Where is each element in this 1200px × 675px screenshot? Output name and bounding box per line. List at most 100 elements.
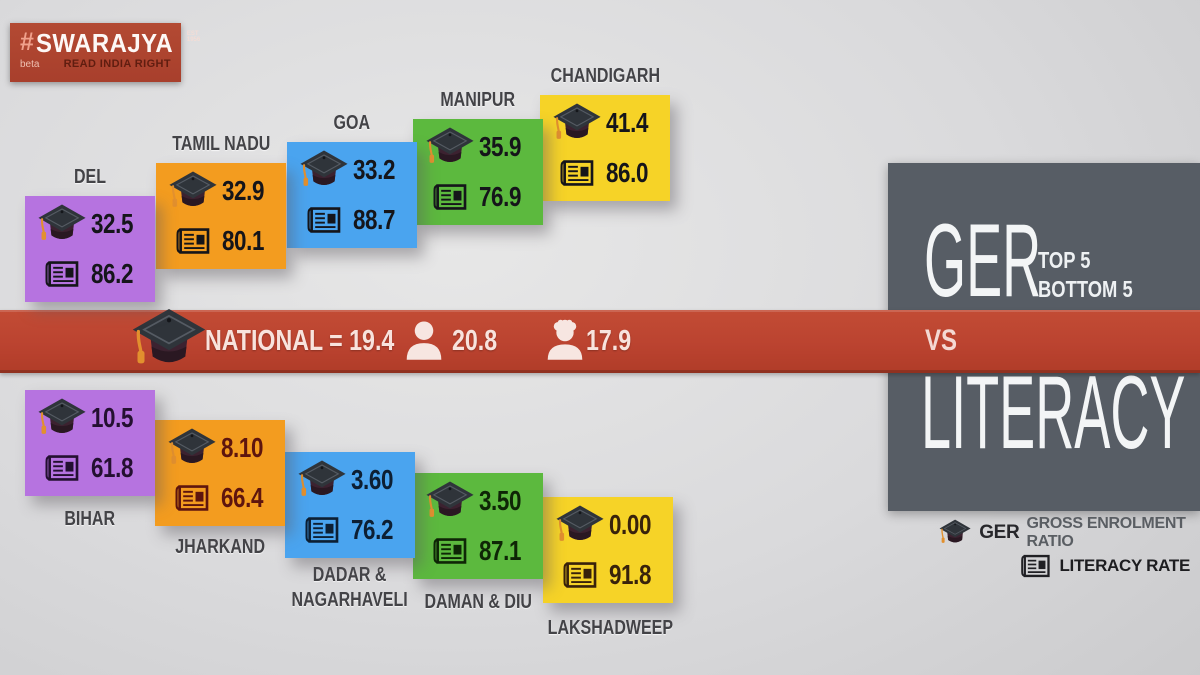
state-label-chandigarh: CHANDIGARH <box>550 65 660 87</box>
state-label-manipur: MANIPUR <box>440 89 516 111</box>
state-card-del: 32.5 86.2 <box>25 196 155 302</box>
literacy-row: 86.0 <box>540 150 670 196</box>
state-label-jharkand: JHARKAND <box>175 536 265 558</box>
state-card-goa: 33.2 88.7 <box>287 142 417 248</box>
logo-wordmark: SWARAJYA <box>35 28 173 58</box>
logo-tagline: READ INDIA RIGHT <box>63 58 171 70</box>
graduation-cap-icon <box>421 125 479 169</box>
state-card-dadar-nagarhaveli: 3.60 76.2 <box>285 452 415 558</box>
ger-value: 41.4 <box>606 107 648 138</box>
ger-value: 35.9 <box>479 131 521 162</box>
ger-value: 32.9 <box>222 175 264 206</box>
legend-literacy-label: LITERACY RATE <box>1059 556 1190 575</box>
newspaper-icon <box>551 560 609 590</box>
legend-ger-abbr: GER <box>979 521 1020 543</box>
ger-row: 8.10 <box>155 425 285 471</box>
ger-value: 8.10 <box>221 432 263 463</box>
literacy-row: 66.4 <box>155 475 285 521</box>
female-icon <box>545 319 585 366</box>
state-card-lakshadweep: 0.00 91.8 <box>543 497 673 603</box>
legend-ger-full: GROSS ENROLMENT RATIO <box>1026 514 1186 550</box>
ger-row: 32.5 <box>25 201 155 247</box>
panel-ger-text: GER <box>924 203 1042 319</box>
logo-tagline-row: beta READ INDIA RIGHT <box>20 59 171 70</box>
ger-row: 41.4 <box>540 100 670 146</box>
graduation-cap-icon <box>548 101 606 145</box>
national-female-value: 17.9 <box>586 325 632 357</box>
graduation-cap-icon <box>164 169 222 213</box>
panel-bottom5-label: BOTTOM 5 <box>1038 276 1133 302</box>
state-card-manipur: 35.9 76.9 <box>413 119 543 225</box>
literacy-value: 91.8 <box>609 559 651 590</box>
panel-literacy-text: LITERACY <box>921 355 1186 471</box>
panel-literacy-title: LITERACY <box>921 361 1200 465</box>
ger-row: 0.00 <box>543 502 673 548</box>
newspaper-icon <box>295 205 353 235</box>
state-card-chandigarh: 41.4 86.0 <box>540 95 670 201</box>
graduation-cap-icon <box>163 426 221 470</box>
vs-label: VS <box>925 324 958 357</box>
ger-row: 3.50 <box>413 478 543 524</box>
literacy-value: 76.9 <box>479 181 521 212</box>
literacy-row: 86.2 <box>25 251 155 297</box>
ger-value: 0.00 <box>609 509 651 540</box>
ger-row: 32.9 <box>156 168 286 214</box>
literacy-row: 76.9 <box>413 174 543 220</box>
legend: GER GROSS ENROLMENT RATIO LITERACY RATE <box>938 514 1190 581</box>
newspaper-icon <box>163 483 221 513</box>
literacy-value: 61.8 <box>91 452 133 483</box>
male-icon <box>404 319 444 366</box>
ger-row: 3.60 <box>285 457 415 503</box>
graduation-cap-icon <box>33 202 91 246</box>
national-band: NATIONAL = 19.4 20.8 17.9 VS <box>0 310 1200 373</box>
newspaper-icon <box>1019 553 1052 579</box>
panel-ger-title: GER <box>924 209 1149 313</box>
state-label-del: DEL <box>74 166 106 188</box>
legend-ger-row: GER GROSS ENROLMENT RATIO <box>938 514 1190 551</box>
logo-beta-label: beta <box>20 59 40 70</box>
state-card-bihar: 10.5 61.8 <box>25 390 155 496</box>
literacy-value: 66.4 <box>221 482 263 513</box>
newspaper-icon <box>33 259 91 289</box>
state-label-tamil-nadu: TAMIL NADU <box>171 133 271 155</box>
logo-established: EST 1956 <box>186 31 201 43</box>
state-label-daman-diu: DAMAN & DIU <box>424 591 532 613</box>
ger-value: 32.5 <box>91 208 133 239</box>
legend-literacy-row: LITERACY RATE <box>938 553 1190 579</box>
newspaper-icon <box>548 158 606 188</box>
literacy-row: 87.1 <box>413 528 543 574</box>
newspaper-icon <box>33 453 91 483</box>
graduation-cap-icon <box>293 458 351 502</box>
newspaper-icon <box>293 515 351 545</box>
ger-value: 33.2 <box>353 154 395 185</box>
state-card-jharkand: 8.10 66.4 <box>155 420 285 526</box>
graduation-cap-icon <box>33 396 91 440</box>
literacy-value: 87.1 <box>479 535 521 566</box>
newspaper-icon <box>421 536 479 566</box>
state-card-tamil-nadu: 32.9 80.1 <box>156 163 286 269</box>
graduation-cap-icon <box>295 148 353 192</box>
literacy-value: 86.2 <box>91 258 133 289</box>
swarajya-logo: # SWARAJYA EST 1956 beta READ INDIA RIGH… <box>10 23 200 82</box>
newspaper-icon <box>164 226 222 256</box>
literacy-value: 76.2 <box>351 514 393 545</box>
newspaper-icon <box>421 182 479 212</box>
literacy-row: 61.8 <box>25 445 155 491</box>
graduation-cap-icon <box>551 503 609 547</box>
state-label-bihar: BIHAR <box>64 508 116 530</box>
ger-value: 3.50 <box>479 485 521 516</box>
panel-top5-label: TOP 5 <box>1038 247 1091 273</box>
literacy-row: 88.7 <box>287 197 417 243</box>
graduation-cap-icon <box>938 514 972 551</box>
graduation-cap-icon <box>129 305 209 378</box>
literacy-value: 80.1 <box>222 225 264 256</box>
ger-value: 3.60 <box>351 464 393 495</box>
ger-row: 35.9 <box>413 124 543 170</box>
literacy-value: 88.7 <box>353 204 395 235</box>
ger-row: 33.2 <box>287 147 417 193</box>
literacy-row: 80.1 <box>156 218 286 264</box>
state-card-daman-diu: 3.50 87.1 <box>413 473 543 579</box>
literacy-row: 76.2 <box>285 507 415 553</box>
state-label-dadar-nagarhaveli: DADAR & NAGARHAVELI <box>291 564 409 611</box>
